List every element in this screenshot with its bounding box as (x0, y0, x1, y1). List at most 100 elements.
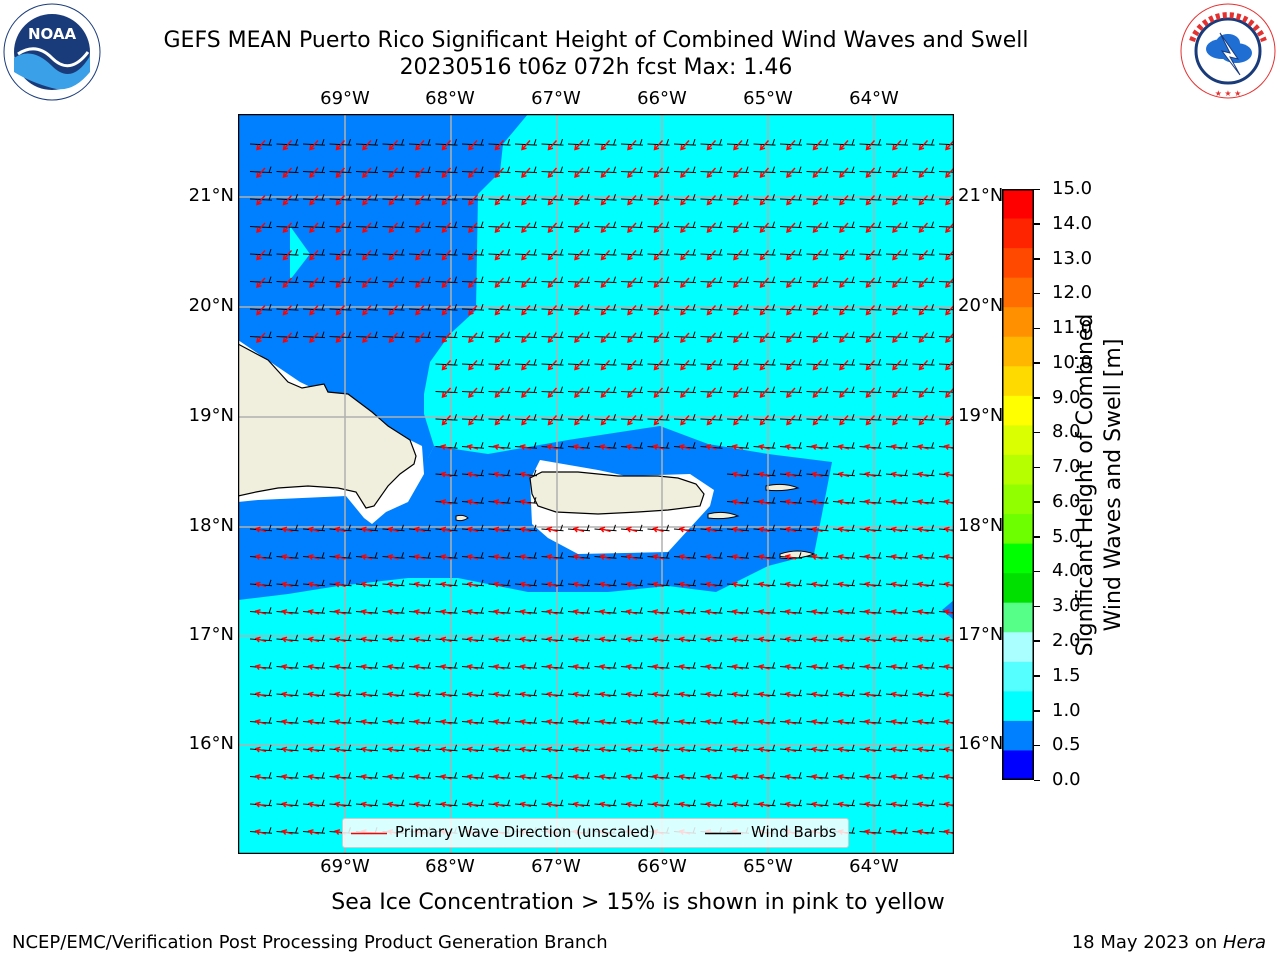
wave-direction-arrow (335, 195, 346, 206)
wave-direction-arrow (864, 719, 876, 725)
wave-direction-arrow (812, 195, 823, 206)
wave-direction-arrow (864, 609, 876, 615)
wave-direction-arrow (890, 801, 903, 808)
wave-direction-arrow (600, 167, 611, 178)
wave-direction-arrow (918, 387, 929, 398)
wave-direction-arrow (309, 305, 319, 316)
wave-direction-arrow (705, 609, 717, 615)
colorbar-tick-mark (1034, 362, 1040, 364)
wave-direction-arrow (918, 305, 929, 316)
wave-direction-arrow (864, 691, 876, 698)
wave-direction-arrow (468, 222, 478, 233)
wave-direction-arrow (599, 691, 611, 698)
vieques-island (707, 511, 740, 520)
wave-direction-arrow (574, 222, 584, 233)
wave-direction-arrow (892, 140, 902, 151)
lon-label-top-69w: 69°W (320, 88, 370, 109)
lat-label-left-17n: 17°N (188, 624, 234, 645)
wave-direction-arrow (731, 801, 744, 808)
wave-direction-arrow (519, 719, 532, 725)
wave-direction-arrow (945, 250, 954, 261)
wave-direction-arrow (468, 415, 478, 426)
wave-direction-arrow (706, 250, 717, 261)
wave-direction-arrow (680, 305, 690, 316)
wave-direction-arrow (917, 499, 929, 505)
colorbar-tick-label: 13.0 (1052, 247, 1093, 269)
wave-direction-arrow (945, 305, 954, 316)
wave-direction-arrow (892, 277, 902, 288)
wave-direction-arrow (786, 167, 796, 178)
wave-direction-arrow (652, 719, 664, 725)
wave-direction-arrow (705, 526, 717, 533)
wave-direction-arrow (892, 387, 902, 398)
wave-direction-arrow (521, 140, 531, 151)
wave-direction-arrow (678, 526, 691, 533)
wave-direction-arrow (413, 581, 426, 588)
wave-direction-arrow (574, 250, 584, 261)
wave-direction-arrow (786, 360, 796, 371)
wave-direction-arrow (678, 664, 691, 670)
wave-direction-arrow (493, 719, 505, 725)
wave-direction-arrow (731, 554, 744, 560)
virgin-islands (765, 483, 800, 492)
wave-direction-arrow (917, 444, 929, 450)
wave-direction-arrow (837, 664, 850, 670)
wave-direction-arrow (440, 746, 452, 753)
wave-direction-arrow (917, 746, 929, 753)
wave-direction-arrow (784, 471, 797, 478)
wave-direction-arrow (627, 167, 637, 178)
wave-direction-arrow (546, 444, 558, 450)
wave-direction-arrow (892, 415, 902, 426)
colorbar-tick-label: 10.0 (1052, 351, 1093, 373)
wave-direction-arrow (362, 305, 372, 316)
wave-direction-arrow (600, 140, 611, 151)
wave-direction-arrow (547, 305, 558, 316)
colorbar-tick-mark (1034, 292, 1040, 295)
wave-direction-arrow (413, 774, 426, 780)
wave-direction-arrow (731, 444, 744, 450)
wave-direction-arrow (653, 140, 664, 151)
wave-direction-arrow (706, 222, 717, 233)
wave-direction-arrow (468, 387, 478, 398)
wave-direction-arrow (918, 360, 929, 371)
wave-direction-arrow (468, 250, 478, 261)
wave-direction-arrow (627, 222, 637, 233)
wave-direction-arrow (811, 746, 823, 753)
wave-direction-arrow (493, 471, 505, 478)
colorbar-swatch (1002, 277, 1034, 308)
lon-label-top-65w: 65°W (743, 88, 793, 109)
wave-direction-arrow (892, 305, 902, 316)
wave-direction-arrow (441, 305, 452, 316)
wave-direction-arrow (362, 195, 372, 206)
wave-direction-arrow (890, 554, 903, 560)
wave-direction-arrow (839, 332, 849, 343)
wave-direction-arrow (281, 691, 293, 698)
wave-direction-arrow (360, 691, 373, 698)
wave-direction-arrow (784, 554, 797, 560)
wave-direction-arrow (415, 277, 425, 288)
wave-direction-arrow (334, 746, 346, 753)
wave-direction-arrow (387, 801, 399, 808)
wave-direction-arrow (441, 360, 452, 371)
wave-direction-arrow (784, 526, 797, 533)
wave-direction-arrow (309, 277, 319, 288)
wave-direction-arrow (731, 526, 744, 533)
wave-direction-arrow (627, 140, 637, 151)
colorbar-swatch (1002, 366, 1034, 397)
wave-direction-arrow (572, 554, 585, 560)
wave-direction-arrow (256, 332, 266, 343)
wave-direction-arrow (864, 774, 876, 780)
wave-direction-arrow (705, 801, 717, 808)
wave-direction-arrow (600, 250, 611, 261)
wave-direction-arrow (413, 719, 426, 725)
wave-direction-arrow (680, 222, 690, 233)
wave-direction-arrow (309, 250, 319, 261)
wave-direction-arrow (865, 140, 876, 151)
colorbar-swatch (1002, 336, 1034, 367)
wave-direction-arrow (335, 140, 346, 151)
wave-direction-arrow (362, 167, 372, 178)
wave-direction-arrow (731, 664, 744, 670)
wave-direction-arrow (706, 332, 717, 343)
wave-direction-arrow (837, 444, 850, 450)
wave-direction-arrow (494, 195, 505, 206)
